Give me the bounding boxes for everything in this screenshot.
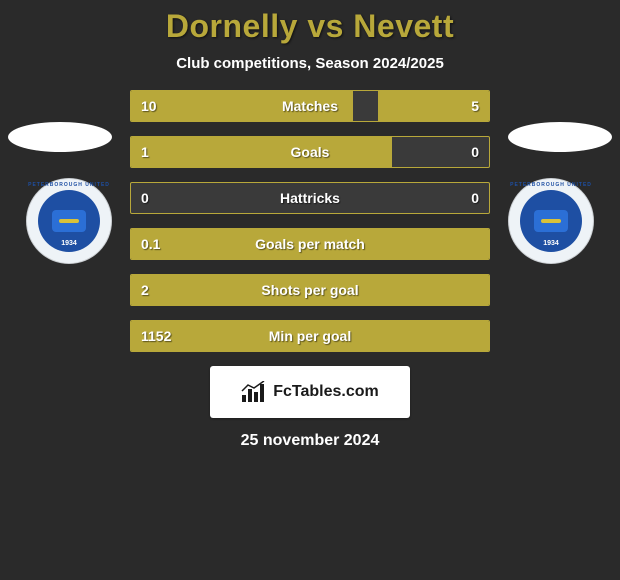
comparison-card: Dornelly vs Nevett Club competitions, Se…: [0, 0, 620, 450]
stat-value-right: 0: [471, 137, 479, 167]
stat-label: Matches: [131, 91, 489, 121]
stat-value-right: 5: [471, 91, 479, 121]
brand-text: FcTables.com: [273, 383, 379, 401]
stat-row: 2Shots per goal: [130, 274, 490, 306]
chart-icon: [241, 381, 267, 403]
stat-row: 10Matches5: [130, 90, 490, 122]
crest-ring-text: PETERBOROUGH UNITED: [508, 182, 594, 188]
stat-row: 1Goals0: [130, 136, 490, 168]
player-photo-placeholder-left: [8, 122, 112, 152]
stat-label: Shots per goal: [131, 275, 489, 305]
stat-row: 0.1Goals per match: [130, 228, 490, 260]
page-title: Dornelly vs Nevett: [0, 8, 620, 45]
player-photo-placeholder-right: [508, 122, 612, 152]
crest-year: 1934: [520, 240, 582, 247]
stat-label: Goals per match: [131, 229, 489, 259]
club-crest-left: PETERBOROUGH UNITED 1934: [26, 178, 112, 264]
stat-row: 0Hattricks0: [130, 182, 490, 214]
stat-label: Hattricks: [131, 183, 489, 213]
branding-badge[interactable]: FcTables.com: [210, 366, 410, 418]
crest-year: 1934: [38, 240, 100, 247]
stat-row: 1152Min per goal: [130, 320, 490, 352]
stats-panel: 10Matches51Goals00Hattricks00.1Goals per…: [130, 90, 490, 352]
subtitle: Club competitions, Season 2024/2025: [0, 55, 620, 72]
stat-label: Min per goal: [131, 321, 489, 351]
stat-label: Goals: [131, 137, 489, 167]
crest-ring-text: PETERBOROUGH UNITED: [26, 182, 112, 188]
date-text: 25 november 2024: [0, 432, 620, 450]
stat-value-right: 0: [471, 183, 479, 213]
club-crest-right: PETERBOROUGH UNITED 1934: [508, 178, 594, 264]
